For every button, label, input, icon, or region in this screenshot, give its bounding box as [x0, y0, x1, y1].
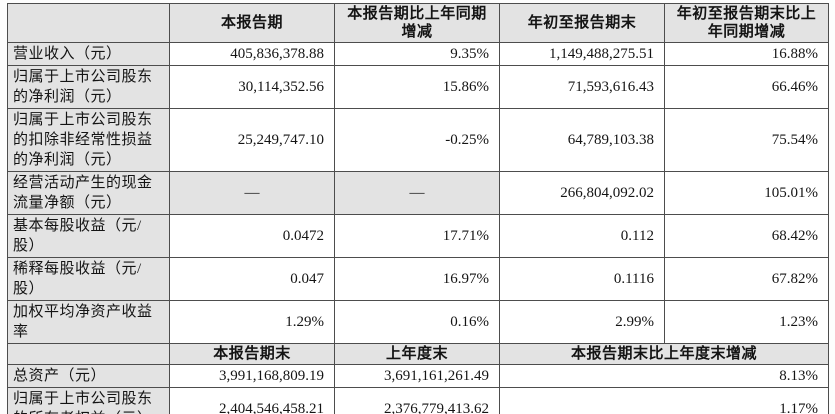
empty-dash-cell: —: [334, 171, 500, 215]
column-header-period-yoy-change: 本报告期比上年同期增减: [334, 3, 500, 43]
value-cell: 71,593,616.43: [499, 65, 665, 109]
value-cell: 68.42%: [664, 214, 829, 258]
value-cell: 1.23%: [664, 300, 829, 344]
value-cell: 30,114,352.56: [169, 65, 335, 109]
value-cell: 105.01%: [664, 171, 829, 215]
table-header-row-top: 本报告期 本报告期比上年同期增减 年初至报告期末 年初至报告期末比上年同期增减: [7, 3, 829, 43]
value-cell: 0.0472: [169, 214, 335, 258]
value-cell: 75.54%: [664, 108, 829, 172]
table-row-net-profit-excl-nonrecurring: 归属于上市公司股东的扣除非经常性损益的净利润（元） 25,249,747.10 …: [7, 108, 829, 172]
value-cell: 405,836,378.88: [169, 42, 335, 66]
value-cell: 0.047: [169, 257, 335, 301]
value-cell: 64,789,103.38: [499, 108, 665, 172]
column-header-change-vs-prior-year-end: 本报告期末比上年度末增减: [499, 343, 829, 365]
table-row-total-assets: 总资产（元） 3,991,168,809.19 3,691,161,261.49…: [7, 364, 829, 388]
column-header-end-of-period: 本报告期末: [169, 343, 335, 365]
value-cell: 17.71%: [334, 214, 500, 258]
column-header-ytd-yoy-change: 年初至报告期末比上年同期增减: [664, 3, 829, 43]
table-header-row-bottom: 本报告期末 上年度末 本报告期末比上年度末增减: [7, 343, 829, 365]
row-label: 稀释每股收益（元/股）: [7, 257, 170, 301]
value-cell: 16.88%: [664, 42, 829, 66]
value-cell: 3,991,168,809.19: [169, 364, 335, 388]
value-cell: 66.46%: [664, 65, 829, 109]
column-header-end-of-prior-year: 上年度末: [334, 343, 500, 365]
value-cell: 0.16%: [334, 300, 500, 344]
row-label: 归属于上市公司股东的所有者权益（元）: [7, 387, 170, 414]
value-cell: 1,149,488,275.51: [499, 42, 665, 66]
financial-summary-table: 本报告期 本报告期比上年同期增减 年初至报告期末 年初至报告期末比上年同期增减 …: [7, 3, 829, 414]
row-label: 经营活动产生的现金流量净额（元）: [7, 171, 170, 215]
row-label: 营业收入（元）: [7, 42, 170, 66]
value-cell: 0.112: [499, 214, 665, 258]
value-cell: 8.13%: [499, 364, 829, 388]
table-row-basic-eps: 基本每股收益（元/股） 0.0472 17.71% 0.112 68.42%: [7, 214, 829, 258]
row-label: 归属于上市公司股东的扣除非经常性损益的净利润（元）: [7, 108, 170, 172]
corner-cell: [7, 343, 170, 365]
value-cell: 2.99%: [499, 300, 665, 344]
row-label: 加权平均净资产收益率: [7, 300, 170, 344]
row-label: 总资产（元）: [7, 364, 170, 388]
table-row-operating-cash-flow: 经营活动产生的现金流量净额（元） — — 266,804,092.02 105.…: [7, 171, 829, 215]
value-cell: 25,249,747.10: [169, 108, 335, 172]
table-row-diluted-eps: 稀释每股收益（元/股） 0.047 16.97% 0.1116 67.82%: [7, 257, 829, 301]
row-label: 基本每股收益（元/股）: [7, 214, 170, 258]
value-cell: -0.25%: [334, 108, 500, 172]
table-row-operating-revenue: 营业收入（元） 405,836,378.88 9.35% 1,149,488,2…: [7, 42, 829, 66]
value-cell: 1.17%: [499, 387, 829, 414]
value-cell: 266,804,092.02: [499, 171, 665, 215]
column-header-current-period: 本报告期: [169, 3, 335, 43]
value-cell: 0.1116: [499, 257, 665, 301]
value-cell: 15.86%: [334, 65, 500, 109]
value-cell: 2,404,546,458.21: [169, 387, 335, 414]
row-label: 归属于上市公司股东的净利润（元）: [7, 65, 170, 109]
value-cell: 16.97%: [334, 257, 500, 301]
value-cell: 1.29%: [169, 300, 335, 344]
table-row-owners-equity: 归属于上市公司股东的所有者权益（元） 2,404,546,458.21 2,37…: [7, 387, 829, 414]
value-cell: 2,376,779,413.62: [334, 387, 500, 414]
corner-cell: [7, 3, 170, 43]
value-cell: 67.82%: [664, 257, 829, 301]
column-header-ytd: 年初至报告期末: [499, 3, 665, 43]
value-cell: 9.35%: [334, 42, 500, 66]
table-row-net-profit: 归属于上市公司股东的净利润（元） 30,114,352.56 15.86% 71…: [7, 65, 829, 109]
empty-dash-cell: —: [169, 171, 335, 215]
value-cell: 3,691,161,261.49: [334, 364, 500, 388]
table-row-weighted-avg-roe: 加权平均净资产收益率 1.29% 0.16% 2.99% 1.23%: [7, 300, 829, 344]
